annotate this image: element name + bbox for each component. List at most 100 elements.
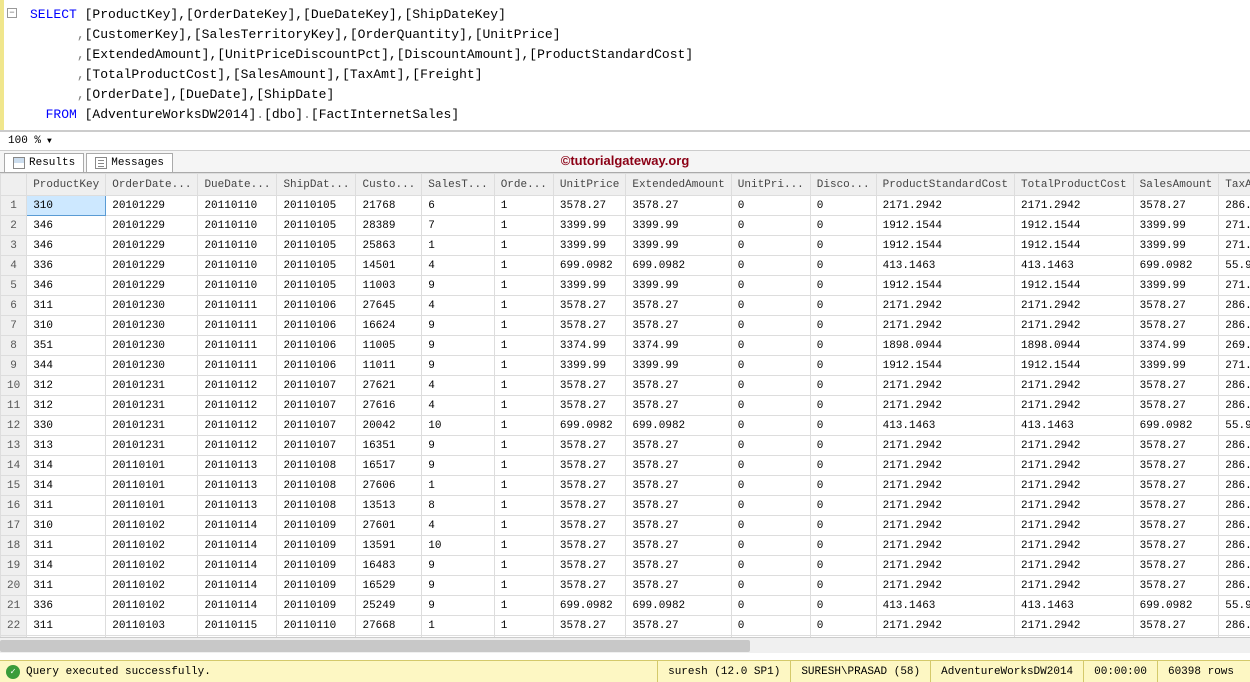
table-cell[interactable]: 14501 [356, 256, 422, 276]
table-cell[interactable]: 3578.27 [626, 496, 731, 516]
table-cell[interactable]: 11005 [356, 336, 422, 356]
table-cell[interactable]: 20101231 [106, 436, 198, 456]
table-cell[interactable]: 0 [810, 596, 876, 616]
table-cell[interactable]: 2171.2942 [876, 456, 1014, 476]
table-cell[interactable]: 12 [1, 416, 27, 436]
table-cell[interactable]: 11003 [356, 276, 422, 296]
table-row[interactable]: 1131220101231201101122011010727616413578… [1, 396, 1250, 416]
table-cell[interactable]: 20110102 [106, 556, 198, 576]
table-cell[interactable]: 0 [731, 576, 810, 596]
table-cell[interactable]: 16517 [356, 456, 422, 476]
table-cell[interactable]: 413.1463 [876, 256, 1014, 276]
table-cell[interactable]: 0 [731, 276, 810, 296]
table-cell[interactable]: 413.1463 [876, 416, 1014, 436]
table-cell[interactable]: 0 [810, 256, 876, 276]
table-cell[interactable]: 18 [1, 536, 27, 556]
table-cell[interactable]: 286.2616 [1219, 616, 1250, 636]
table-cell[interactable]: 3374.99 [1133, 336, 1219, 356]
table-cell[interactable]: 314 [27, 556, 106, 576]
table-cell[interactable]: 20110105 [277, 276, 356, 296]
table-cell[interactable]: 11 [1, 396, 27, 416]
table-cell[interactable]: 28389 [356, 216, 422, 236]
table-cell[interactable]: 1898.0944 [876, 336, 1014, 356]
table-cell[interactable]: 9 [422, 576, 494, 596]
table-row[interactable]: 2231120110103201101152011011027668113578… [1, 616, 1250, 636]
table-cell[interactable]: 55.9279 [1219, 256, 1250, 276]
table-cell[interactable]: 2171.2942 [876, 536, 1014, 556]
table-cell[interactable]: 286.2616 [1219, 556, 1250, 576]
table-cell[interactable]: 16351 [356, 436, 422, 456]
table-cell[interactable]: 21768 [356, 196, 422, 216]
table-cell[interactable]: 286.2616 [1219, 456, 1250, 476]
table-cell[interactable]: 3578.27 [1133, 376, 1219, 396]
collapse-icon[interactable]: − [7, 8, 17, 18]
table-cell[interactable]: 1 [494, 376, 553, 396]
table-cell[interactable]: 20110111 [198, 296, 277, 316]
table-cell[interactable]: 20110105 [277, 196, 356, 216]
column-header[interactable]: TaxAmt [1219, 174, 1250, 196]
table-cell[interactable]: 20101229 [106, 236, 198, 256]
table-cell[interactable]: 3578.27 [626, 476, 731, 496]
table-cell[interactable]: 3399.99 [553, 216, 625, 236]
table-cell[interactable]: 20101230 [106, 316, 198, 336]
table-cell[interactable]: 20101229 [106, 256, 198, 276]
sql-text[interactable]: SELECT [ProductKey],[OrderDateKey],[DueD… [20, 0, 703, 130]
table-cell[interactable]: 20110114 [198, 596, 277, 616]
table-cell[interactable]: 11011 [356, 356, 422, 376]
table-cell[interactable]: 1898.0944 [1015, 336, 1134, 356]
table-cell[interactable]: 0 [731, 516, 810, 536]
table-cell[interactable]: 699.0982 [626, 596, 731, 616]
column-header[interactable]: Custo... [356, 174, 422, 196]
table-row[interactable]: 534620101229201101102011010511003913399.… [1, 276, 1250, 296]
table-cell[interactable]: 10 [1, 376, 27, 396]
table-cell[interactable]: 16483 [356, 556, 422, 576]
table-cell[interactable]: 20110106 [277, 316, 356, 336]
table-cell[interactable]: 20101230 [106, 296, 198, 316]
table-cell[interactable]: 2171.2942 [1015, 296, 1134, 316]
table-cell[interactable]: 1 [494, 596, 553, 616]
table-cell[interactable]: 1 [494, 336, 553, 356]
table-cell[interactable]: 3578.27 [626, 556, 731, 576]
table-cell[interactable]: 20110109 [277, 536, 356, 556]
table-cell[interactable]: 3578.27 [1133, 536, 1219, 556]
table-cell[interactable]: 1 [494, 556, 553, 576]
table-cell[interactable]: 10 [422, 416, 494, 436]
table-cell[interactable]: 3399.99 [1133, 276, 1219, 296]
table-cell[interactable]: 336 [27, 256, 106, 276]
table-cell[interactable]: 3578.27 [626, 456, 731, 476]
table-cell[interactable]: 312 [27, 396, 106, 416]
tab-messages[interactable]: Messages [86, 153, 173, 172]
table-row[interactable]: 1931420110102201101142011010916483913578… [1, 556, 1250, 576]
table-cell[interactable]: 413.1463 [876, 596, 1014, 616]
table-cell[interactable]: 0 [731, 476, 810, 496]
table-cell[interactable]: 20110110 [198, 216, 277, 236]
table-cell[interactable]: 286.2616 [1219, 496, 1250, 516]
table-cell[interactable]: 1 [494, 216, 553, 236]
table-cell[interactable]: 1 [494, 516, 553, 536]
table-cell[interactable]: 271.9992 [1219, 276, 1250, 296]
table-cell[interactable]: 314 [27, 456, 106, 476]
table-cell[interactable]: 55.9279 [1219, 416, 1250, 436]
table-cell[interactable]: 3578.27 [626, 536, 731, 556]
table-cell[interactable]: 3374.99 [553, 336, 625, 356]
table-cell[interactable]: 1 [494, 196, 553, 216]
table-cell[interactable]: 2171.2942 [876, 576, 1014, 596]
table-cell[interactable]: 3578.27 [626, 376, 731, 396]
table-cell[interactable]: 8 [1, 336, 27, 356]
table-cell[interactable]: 311 [27, 576, 106, 596]
table-cell[interactable]: 2171.2942 [1015, 476, 1134, 496]
table-cell[interactable]: 0 [810, 196, 876, 216]
table-cell[interactable]: 2171.2942 [876, 556, 1014, 576]
column-header[interactable]: ShipDat... [277, 174, 356, 196]
table-cell[interactable]: 20110113 [198, 456, 277, 476]
table-cell[interactable]: 20110111 [198, 336, 277, 356]
table-cell[interactable]: 3578.27 [1133, 496, 1219, 516]
table-cell[interactable]: 1 [422, 236, 494, 256]
table-cell[interactable]: 313 [27, 436, 106, 456]
column-header[interactable]: ExtendedAmount [626, 174, 731, 196]
table-cell[interactable]: 351 [27, 336, 106, 356]
column-header[interactable]: Orde... [494, 174, 553, 196]
table-cell[interactable]: 20110105 [277, 236, 356, 256]
tab-results[interactable]: Results [4, 153, 84, 172]
table-cell[interactable]: 21 [1, 596, 27, 616]
